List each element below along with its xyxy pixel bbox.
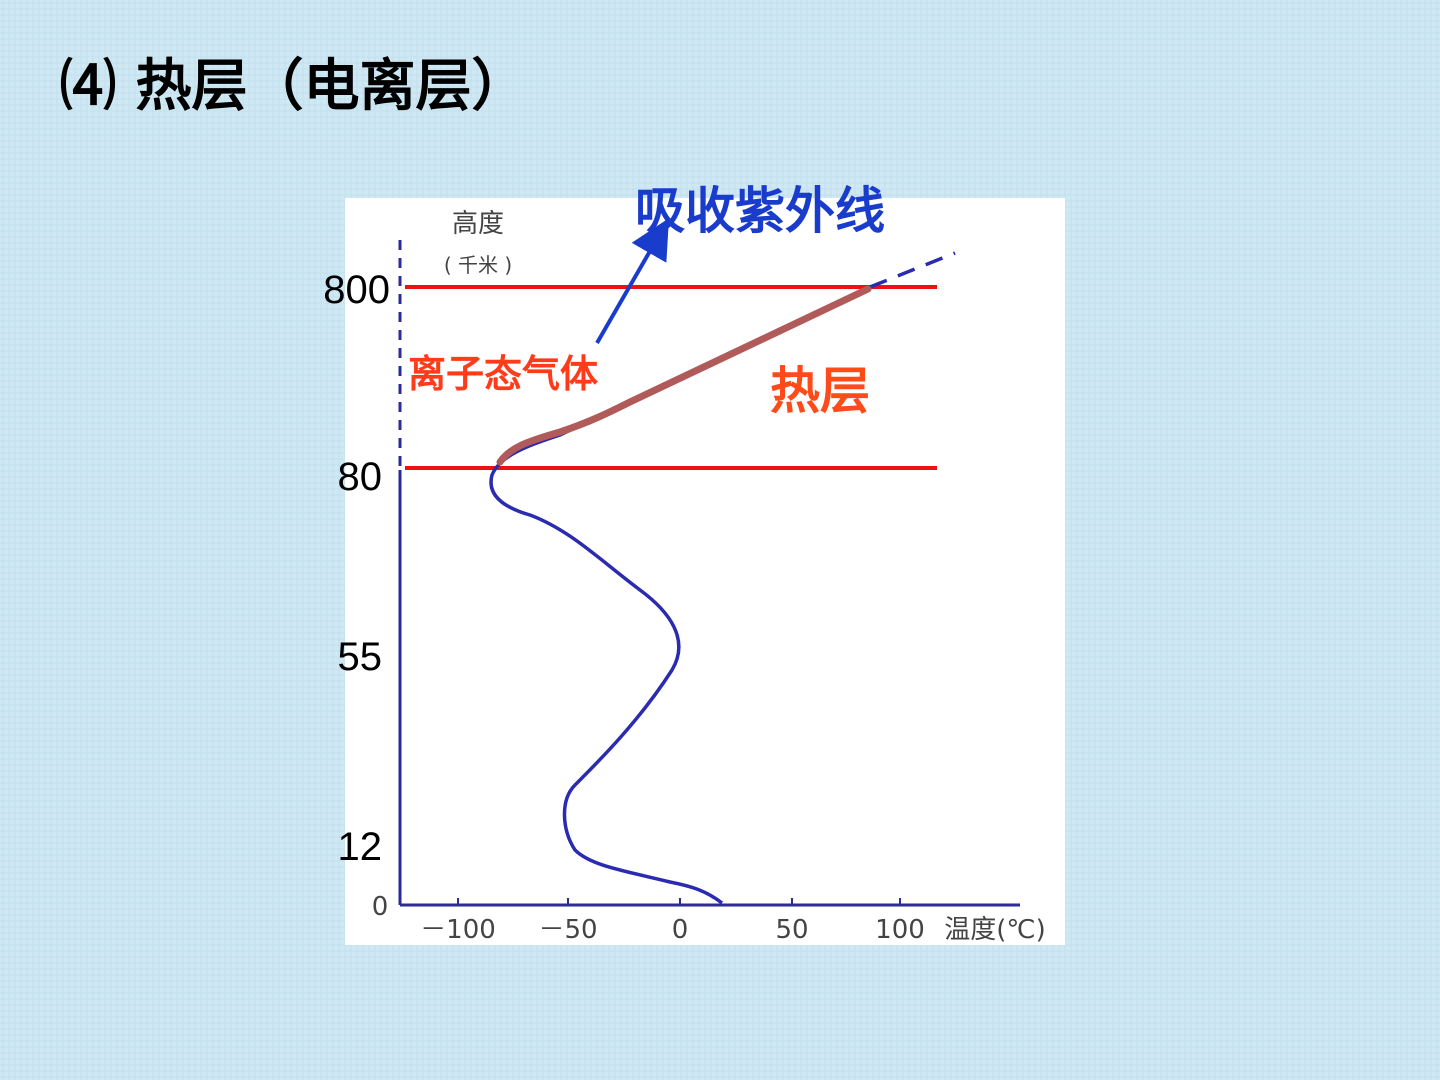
x-tick-label: －50	[538, 915, 597, 945]
annotation-uv: 吸收紫外线	[635, 182, 885, 240]
x-tick-label: 50	[775, 915, 808, 945]
x-tick-marks	[457, 898, 901, 905]
altitude-label: 55	[338, 635, 383, 679]
thermosphere-highlight	[496, 285, 872, 466]
altitude-label: 12	[338, 825, 383, 869]
annotation-ions: 离子态气体	[408, 352, 598, 396]
x-tick-label: －100	[420, 915, 496, 945]
x-tick-label: 100	[875, 915, 925, 945]
slide-title: ⑷ 热层（电离层）	[60, 53, 528, 119]
y-axis-unit: ( 千米 )	[444, 253, 512, 277]
altitude-label: 80	[338, 455, 383, 499]
y-axis-title: 高度	[452, 209, 504, 239]
arrow	[595, 218, 669, 344]
temperature-curve-extension	[869, 251, 956, 289]
x-axis-title: 温度(℃)	[944, 915, 1046, 945]
x-tick-label: 0	[672, 915, 689, 945]
altitude-label: 800	[323, 268, 390, 312]
figure-frame	[345, 198, 1065, 945]
origin-label: 0	[372, 892, 389, 922]
annotation-layer: 热层	[770, 362, 870, 420]
temperature-curve	[489, 285, 871, 905]
